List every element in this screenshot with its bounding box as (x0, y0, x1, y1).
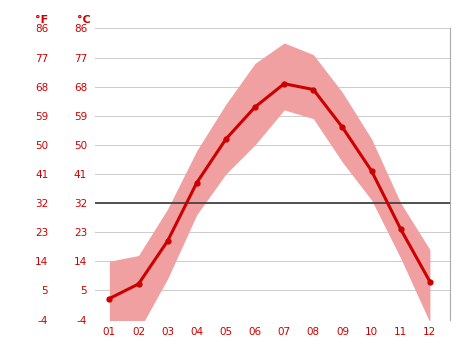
Text: °F: °F (36, 16, 49, 26)
Text: °C: °C (77, 16, 91, 26)
